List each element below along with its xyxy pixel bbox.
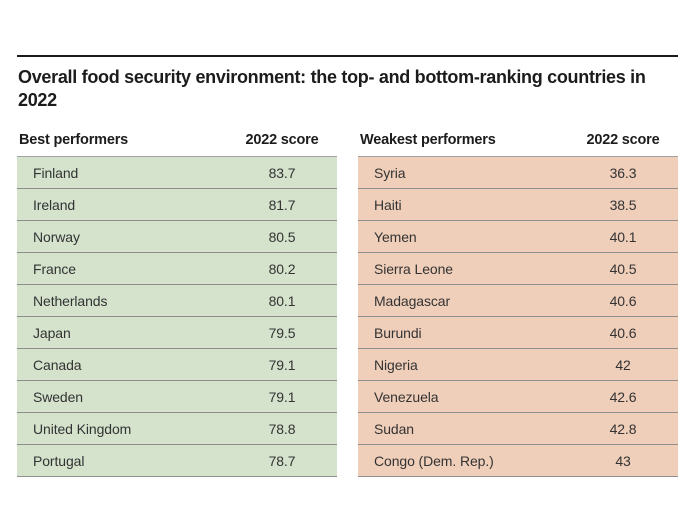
table-row: Canada 79.1 <box>17 349 337 381</box>
country-label: United Kingdom <box>33 420 132 437</box>
table-row: France 80.2 <box>17 253 337 285</box>
table-row: Norway 80.5 <box>17 221 337 253</box>
country-label: Netherlands <box>33 292 108 309</box>
table-row: Nigeria 42 <box>358 349 678 381</box>
table-row: Portugal 78.7 <box>17 445 337 477</box>
country-label: Venezuela <box>374 388 439 405</box>
country-label: Sierra Leone <box>374 260 453 277</box>
table-row: Ireland 81.7 <box>17 189 337 221</box>
score-value: 38.5 <box>609 196 637 213</box>
country-label: Japan <box>33 324 71 341</box>
score-column-title: 2022 score <box>586 132 660 148</box>
country-label: Nigeria <box>374 356 418 373</box>
table-row: Burundi 40.6 <box>358 317 678 349</box>
country-label: Norway <box>33 228 80 245</box>
country-label: Syria <box>374 164 406 181</box>
country-label: Finland <box>33 164 79 181</box>
score-value: 42 <box>615 356 631 373</box>
table-row: United Kingdom 78.8 <box>17 413 337 445</box>
country-label: Sudan <box>374 420 414 437</box>
table-row: Netherlands 80.1 <box>17 285 337 317</box>
score-value: 40.6 <box>609 292 637 309</box>
table-row: Yemen 40.1 <box>358 221 678 253</box>
country-label: Portugal <box>33 452 85 469</box>
score-value: 80.1 <box>268 292 296 309</box>
top-rule <box>17 55 678 57</box>
table-row: Finland 83.7 <box>17 157 337 189</box>
country-label: France <box>33 260 76 277</box>
table-row: Sierra Leone 40.5 <box>358 253 678 285</box>
best-performers-header: Best performers 2022 score <box>17 132 337 148</box>
country-label: Burundi <box>374 324 422 341</box>
score-value: 79.5 <box>268 324 296 341</box>
best-performers-column: Best performers 2022 score Finland 83.7 Ir… <box>17 132 337 477</box>
score-value: 43 <box>615 452 631 469</box>
score-value: 78.7 <box>268 452 296 469</box>
table-row: Congo (Dem. Rep.) 43 <box>358 445 678 477</box>
score-value: 79.1 <box>268 356 296 373</box>
score-value: 81.7 <box>268 196 296 213</box>
country-label: Yemen <box>374 228 417 245</box>
country-label: Madagascar <box>374 292 451 309</box>
column-title: Weakest performers <box>360 132 496 148</box>
score-value: 80.5 <box>268 228 296 245</box>
best-performers-table: Finland 83.7 Ireland 81.7 Norway 80.5 France 80… <box>17 156 337 477</box>
score-value: 40.6 <box>609 324 637 341</box>
food-security-figure: Overall food security environment: the t… <box>17 55 678 477</box>
score-value: 36.3 <box>609 164 637 181</box>
table-row: Japan 79.5 <box>17 317 337 349</box>
score-column-title: 2022 score <box>245 132 319 148</box>
weakest-performers-column: Weakest performers 2022 score Syria 36.3 H… <box>358 132 678 477</box>
weakest-performers-header: Weakest performers 2022 score <box>358 132 678 148</box>
score-value: 40.5 <box>609 260 637 277</box>
score-value: 83.7 <box>268 164 296 181</box>
score-value: 78.8 <box>268 420 296 437</box>
table-row: Syria 36.3 <box>358 157 678 189</box>
country-label: Congo (Dem. Rep.) <box>374 452 494 469</box>
score-value: 42.6 <box>609 388 637 405</box>
country-label: Ireland <box>33 196 76 213</box>
country-label: Canada <box>33 356 82 373</box>
tables-container: Best performers 2022 score Finland 83.7 Ir… <box>17 132 678 477</box>
score-value: 80.2 <box>268 260 296 277</box>
table-row: Haiti 38.5 <box>358 189 678 221</box>
table-row: Venezuela 42.6 <box>358 381 678 413</box>
figure-title: Overall food security environment: the t… <box>18 67 646 110</box>
table-row: Sweden 79.1 <box>17 381 337 413</box>
table-row: Madagascar 40.6 <box>358 285 678 317</box>
score-value: 42.8 <box>609 420 637 437</box>
weakest-performers-table: Syria 36.3 Haiti 38.5 Yemen 40.1 Sierra Leone 4… <box>358 156 678 477</box>
score-value: 40.1 <box>609 228 637 245</box>
score-value: 79.1 <box>268 388 296 405</box>
column-title: Best performers <box>19 132 129 148</box>
country-label: Haiti <box>374 196 402 213</box>
country-label: Sweden <box>33 388 83 405</box>
table-row: Sudan 42.8 <box>358 413 678 445</box>
